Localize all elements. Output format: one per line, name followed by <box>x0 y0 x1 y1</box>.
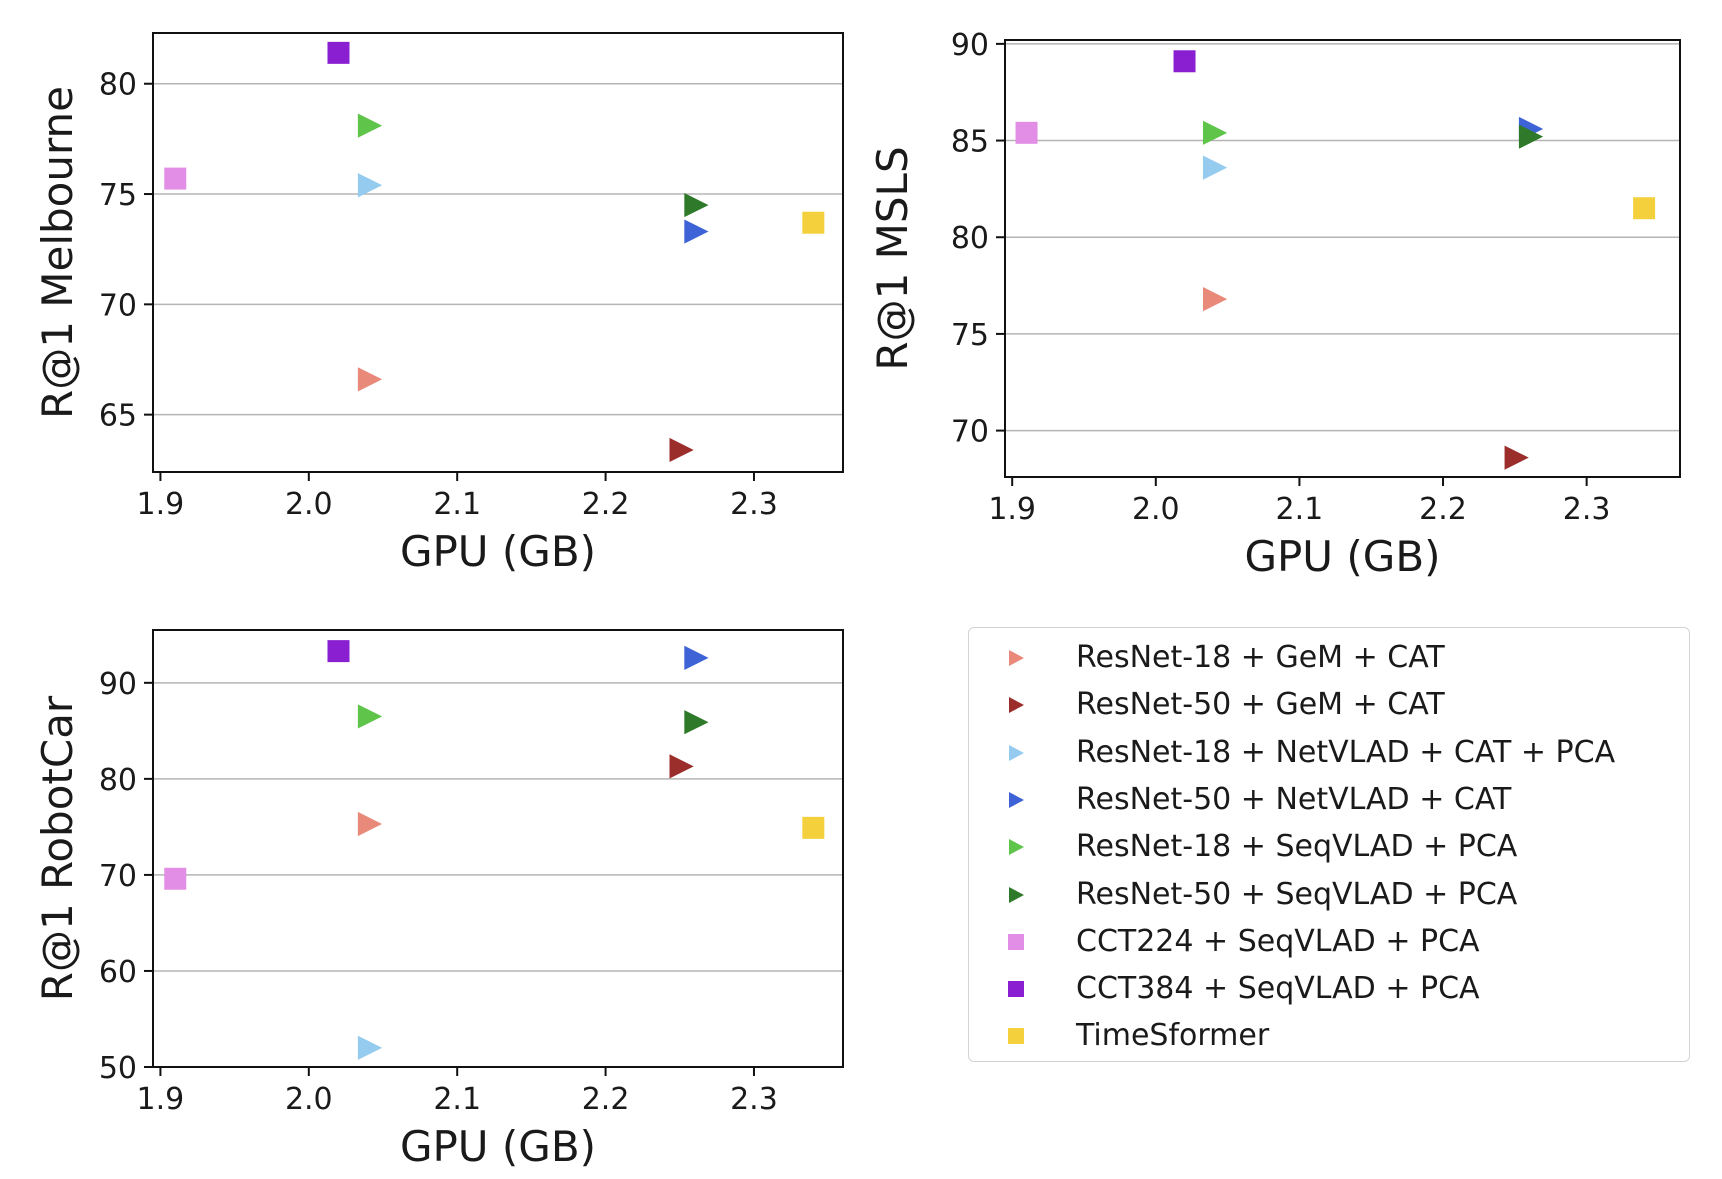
data-point <box>1015 121 1038 144</box>
data-point <box>684 645 709 670</box>
x-tick-label: 2.1 <box>433 487 481 522</box>
legend-label: ResNet-50 + GeM + CAT <box>1076 687 1445 723</box>
y-tick-label: 75 <box>99 178 137 213</box>
data-point <box>357 811 383 837</box>
legend-marker <box>1009 697 1024 714</box>
y-tick-label: 50 <box>99 1051 137 1086</box>
x-tick-label: 2.2 <box>582 487 630 522</box>
data-point <box>1202 120 1228 145</box>
x-tick-label: 2.1 <box>1276 492 1324 527</box>
x-tick-label: 1.9 <box>988 492 1036 527</box>
data-point <box>357 173 383 198</box>
legend-label: ResNet-50 + SeqVLAD + PCA <box>1076 876 1518 912</box>
y-tick-label: 65 <box>99 399 137 434</box>
y-tick-label: 80 <box>99 68 137 103</box>
x-axis-label: GPU (GB) <box>1244 532 1440 581</box>
legend-entry: ResNet-50 + NetVLAD + CAT <box>969 780 1689 820</box>
data-point <box>164 867 187 890</box>
legend: ResNet-18 + GeM + CAT ResNet-50 + GeM + C… <box>968 627 1690 1062</box>
data-point <box>327 41 350 64</box>
panel-msls: 70 75 80 85 90 1.9 2.0 2.1 2.2 2.3 GPU (GB) R@1 MSL… <box>868 28 1681 581</box>
legend-label: ResNet-50 + NetVLAD + CAT <box>1076 781 1512 817</box>
data-point <box>357 704 383 729</box>
data-point <box>357 367 383 392</box>
y-axis-label: R@1 RobotCar <box>33 695 82 1001</box>
legend-marker <box>1009 744 1024 761</box>
legend-entry: TimeSformer <box>969 1016 1689 1056</box>
x-tick-label: 2.3 <box>730 1082 778 1117</box>
data-point <box>1504 445 1529 470</box>
axes-frame <box>1004 39 1681 478</box>
y-tick-label: 60 <box>99 955 137 990</box>
legend-label: TimeSformer <box>1076 1018 1270 1054</box>
legend-marker <box>1008 981 1024 998</box>
axes-frame <box>152 629 844 1068</box>
panel-robotcar: 50 60 70 80 90 1.9 2.0 2.1 2.2 2.3 GPU (GB) R@1 Rob… <box>33 629 844 1171</box>
y-tick-label: 70 <box>951 415 989 450</box>
y-tick-label: 70 <box>99 288 137 323</box>
y-tick-label: 80 <box>951 221 989 256</box>
x-tick-label: 2.2 <box>582 1082 630 1117</box>
x-tick-label: 2.0 <box>1132 492 1180 527</box>
data-point <box>1202 287 1228 312</box>
legend-label: ResNet-18 + GeM + CAT <box>1076 640 1445 675</box>
legend-entry: CCT224 + SeqVLAD + PCA <box>969 922 1689 962</box>
legend-entry: CCT384 + SeqVLAD + PCA <box>969 969 1689 1009</box>
x-tick-label: 2.2 <box>1419 492 1467 527</box>
data-point <box>1633 197 1656 220</box>
y-tick-label: 80 <box>99 763 137 798</box>
legend-marker <box>1008 933 1024 950</box>
y-axis-label: R@1 MSLS <box>868 146 917 370</box>
y-tick-label: 75 <box>951 318 989 353</box>
data-point <box>802 816 825 839</box>
legend-entry: ResNet-50 + GeM + CAT <box>969 685 1689 725</box>
legend-entry: ResNet-18 + SeqVLAD + PCA <box>969 827 1689 867</box>
legend-marker <box>1009 650 1024 666</box>
x-tick-label: 2.1 <box>433 1082 481 1117</box>
data-point <box>684 219 709 244</box>
x-tick-label: 2.0 <box>285 1082 333 1117</box>
x-tick-label: 2.0 <box>285 487 333 522</box>
panel-melbourne: 65 70 75 80 1.9 2.0 2.1 2.2 2.3 GPU (GB) R@1 Melbo… <box>33 32 844 576</box>
x-tick-label: 1.9 <box>137 1082 185 1117</box>
y-tick-label: 90 <box>99 667 137 702</box>
data-point <box>684 710 709 735</box>
x-axis-label: GPU (GB) <box>400 1122 596 1171</box>
legend-entry: ResNet-50 + SeqVLAD + PCA <box>969 875 1689 915</box>
y-tick-label: 70 <box>99 859 137 894</box>
data-point <box>1173 50 1196 73</box>
data-point <box>669 437 694 463</box>
data-point <box>669 754 694 779</box>
data-point <box>802 211 825 234</box>
legend-entry: ResNet-18 + NetVLAD + CAT + PCA <box>969 733 1689 773</box>
y-tick-label: 85 <box>951 125 989 160</box>
data-point <box>357 113 383 138</box>
legend-marker <box>1009 886 1024 903</box>
legend-label: ResNet-18 + SeqVLAD + PCA <box>1076 829 1518 865</box>
legend-marker <box>1009 839 1024 856</box>
y-tick-label: 90 <box>951 28 989 63</box>
data-point <box>1518 124 1544 149</box>
data-point <box>164 167 187 190</box>
x-tick-label: 1.9 <box>137 487 185 522</box>
data-point <box>1202 155 1228 180</box>
x-tick-label: 2.3 <box>730 487 778 522</box>
legend-marker <box>1009 791 1024 808</box>
data-point <box>357 1035 383 1060</box>
x-axis-label: GPU (GB) <box>400 527 596 576</box>
x-tick-label: 2.3 <box>1563 492 1611 527</box>
legend-marker <box>1008 1028 1024 1045</box>
data-point <box>327 640 350 663</box>
y-axis-label: R@1 Melbourne <box>33 86 82 419</box>
data-point <box>684 192 709 218</box>
legend-label: CCT384 + SeqVLAD + PCA <box>1076 971 1480 1007</box>
legend-label: ResNet-18 + NetVLAD + CAT + PCA <box>1076 734 1616 770</box>
legend-entry: ResNet-18 + GeM + CAT <box>969 638 1689 678</box>
axes-frame <box>152 32 844 473</box>
legend-label: CCT224 + SeqVLAD + PCA <box>1076 923 1480 959</box>
